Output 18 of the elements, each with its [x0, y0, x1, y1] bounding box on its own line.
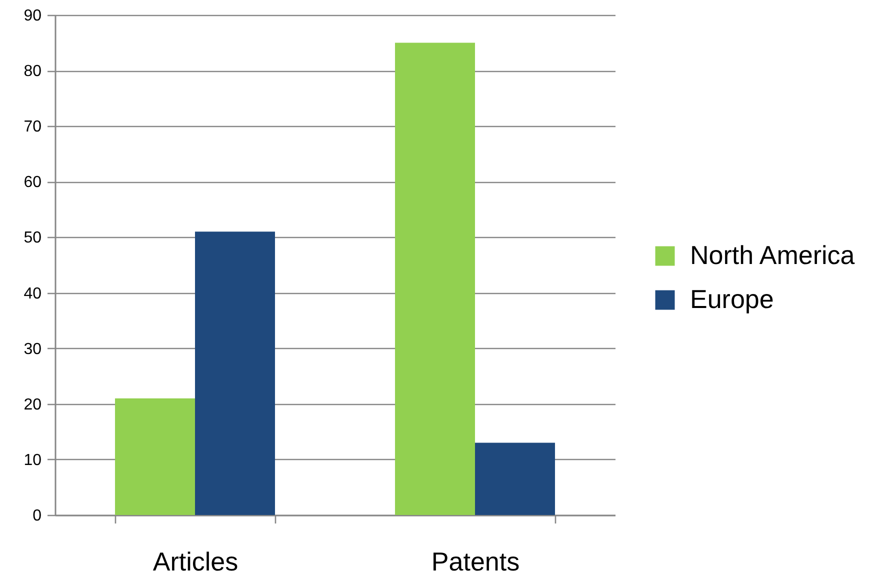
- y-tick-label: 50: [24, 230, 42, 247]
- legend-label: North America: [690, 240, 856, 270]
- x-tick-label: Articles: [152, 546, 238, 576]
- y-tick-label: 90: [24, 8, 42, 24]
- y-tick-label: 30: [24, 340, 42, 358]
- y-tick-label: 40: [24, 285, 42, 302]
- y-tick-label: 60: [24, 174, 42, 192]
- bar: [475, 442, 555, 515]
- y-tick-label: 10: [24, 452, 42, 469]
- bar: [395, 42, 475, 515]
- bar: [195, 232, 275, 515]
- y-tick-label: 0: [32, 508, 42, 524]
- x-tick-label: Patents: [431, 546, 520, 576]
- y-tick-label: 70: [24, 118, 42, 136]
- y-tick-label: 80: [24, 63, 42, 80]
- legend-label: Europe: [690, 284, 774, 314]
- bar: [115, 398, 195, 515]
- y-tick-label: 20: [24, 396, 42, 414]
